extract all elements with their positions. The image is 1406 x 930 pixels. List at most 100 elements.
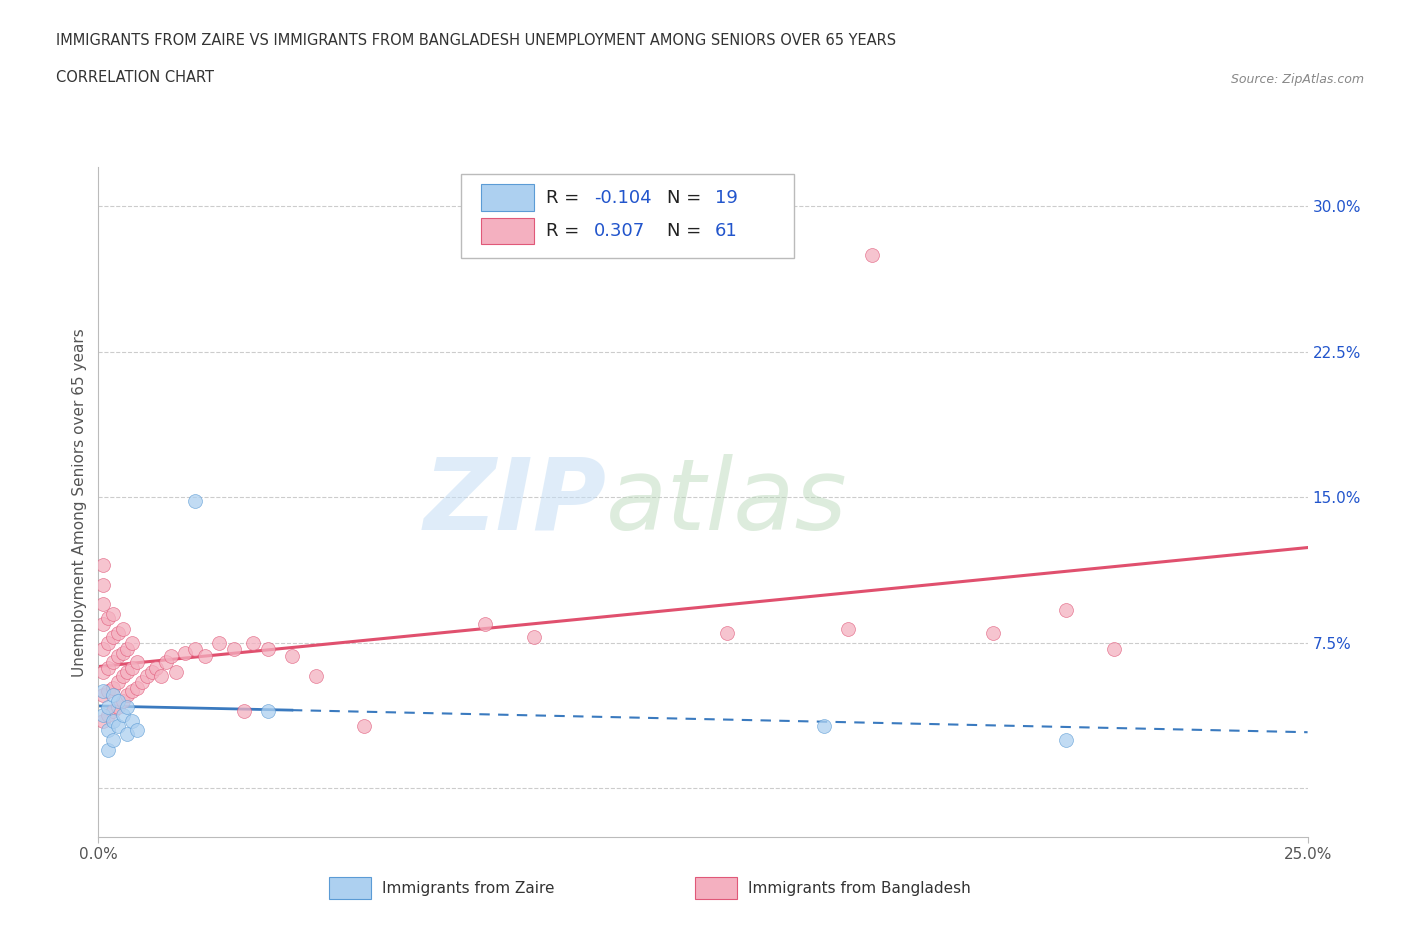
Point <box>184 642 207 657</box>
Point <box>860 247 883 262</box>
Point <box>813 719 835 734</box>
Text: N =: N = <box>666 222 707 240</box>
Point <box>256 642 278 657</box>
Point <box>107 626 129 641</box>
Point <box>716 626 738 641</box>
Point <box>281 649 304 664</box>
Point <box>150 669 173 684</box>
Point <box>101 630 124 644</box>
Point <box>184 494 207 509</box>
Point <box>117 726 139 741</box>
Point <box>131 674 153 689</box>
Point <box>305 669 328 684</box>
Point <box>91 688 114 703</box>
Point <box>97 635 120 650</box>
Point <box>981 626 1004 641</box>
Point <box>91 708 114 723</box>
Point <box>474 616 496 631</box>
Point <box>160 649 183 664</box>
Point <box>135 669 157 684</box>
Text: CORRELATION CHART: CORRELATION CHART <box>56 70 214 85</box>
Point <box>101 733 124 748</box>
Point <box>353 719 375 734</box>
Point <box>1102 642 1125 657</box>
Point <box>107 719 129 734</box>
Point <box>91 684 114 698</box>
Point <box>222 642 245 657</box>
Point <box>97 699 120 714</box>
Point <box>174 645 197 660</box>
Y-axis label: Unemployment Among Seniors over 65 years: Unemployment Among Seniors over 65 years <box>72 328 87 677</box>
Point <box>111 622 134 637</box>
Point <box>101 680 124 695</box>
FancyBboxPatch shape <box>481 184 534 211</box>
Point <box>97 610 120 625</box>
Point <box>121 635 143 650</box>
Text: Immigrants from Zaire: Immigrants from Zaire <box>382 881 555 896</box>
Point <box>121 660 143 675</box>
Point <box>101 703 124 718</box>
Point <box>1054 733 1077 748</box>
Point <box>97 684 120 698</box>
Point <box>127 655 149 670</box>
Text: 0.307: 0.307 <box>595 222 645 240</box>
FancyBboxPatch shape <box>695 877 737 899</box>
Point <box>101 688 124 703</box>
Point <box>837 622 859 637</box>
Point <box>117 665 139 680</box>
Point <box>208 635 231 650</box>
Point <box>121 713 143 728</box>
FancyBboxPatch shape <box>329 877 371 899</box>
Point <box>523 630 546 644</box>
Point <box>111 669 134 684</box>
Point <box>111 708 134 723</box>
FancyBboxPatch shape <box>481 218 534 245</box>
Point <box>165 665 187 680</box>
Point <box>256 703 278 718</box>
Point <box>107 699 129 714</box>
Text: 61: 61 <box>716 222 738 240</box>
Text: ZIP: ZIP <box>423 454 606 551</box>
Point <box>117 688 139 703</box>
Point <box>1054 603 1077 618</box>
Point <box>107 674 129 689</box>
Point <box>97 660 120 675</box>
Point <box>97 708 120 723</box>
Text: -0.104: -0.104 <box>595 189 652 206</box>
Text: R =: R = <box>546 189 585 206</box>
Point <box>97 723 120 737</box>
Point <box>127 723 149 737</box>
Point <box>127 680 149 695</box>
Point <box>117 699 139 714</box>
Point <box>111 645 134 660</box>
Point <box>91 578 114 592</box>
Point <box>117 642 139 657</box>
Point <box>145 660 167 675</box>
Text: atlas: atlas <box>606 454 848 551</box>
Text: 19: 19 <box>716 189 738 206</box>
Point <box>91 558 114 573</box>
Point <box>232 703 254 718</box>
Point <box>101 606 124 621</box>
Point <box>111 694 134 709</box>
FancyBboxPatch shape <box>461 174 793 258</box>
Point <box>91 642 114 657</box>
Point <box>101 713 124 728</box>
Point <box>242 635 264 650</box>
Point <box>155 655 177 670</box>
Point <box>101 655 124 670</box>
Point <box>121 684 143 698</box>
Point <box>141 665 163 680</box>
Point <box>107 694 129 709</box>
Point <box>97 742 120 757</box>
Text: Immigrants from Bangladesh: Immigrants from Bangladesh <box>748 881 970 896</box>
Text: N =: N = <box>666 189 707 206</box>
Point <box>91 665 114 680</box>
Point <box>91 713 114 728</box>
Point <box>91 616 114 631</box>
Text: Source: ZipAtlas.com: Source: ZipAtlas.com <box>1230 73 1364 86</box>
Point <box>107 649 129 664</box>
Point <box>91 597 114 612</box>
Point <box>194 649 217 664</box>
Text: IMMIGRANTS FROM ZAIRE VS IMMIGRANTS FROM BANGLADESH UNEMPLOYMENT AMONG SENIORS O: IMMIGRANTS FROM ZAIRE VS IMMIGRANTS FROM… <box>56 33 897 47</box>
